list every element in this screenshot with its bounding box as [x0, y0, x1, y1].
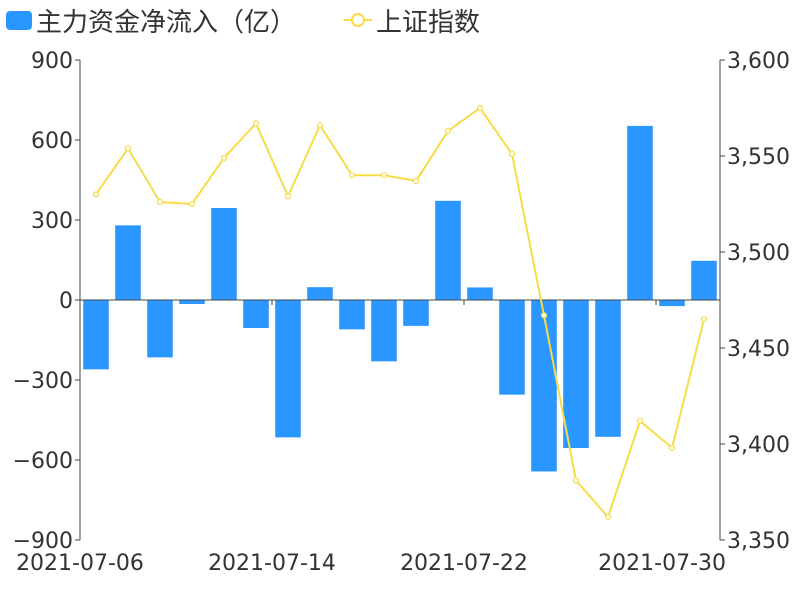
right-tick-label: 3,350 — [727, 529, 790, 554]
left-tick-label: 0 — [59, 289, 73, 314]
bar — [563, 300, 589, 448]
index-point — [476, 104, 484, 112]
index-point — [636, 417, 644, 425]
index-point — [380, 172, 388, 179]
index-point — [252, 120, 260, 127]
bar — [403, 300, 429, 326]
index-point — [668, 444, 676, 451]
x-tick-label: 2021-07-22 — [400, 551, 528, 576]
right-tick-label: 3,600 — [727, 49, 790, 74]
legend-line-marker — [351, 13, 365, 27]
index-point — [604, 513, 612, 521]
legend: 主力资金净流入（亿） 上证指数 — [6, 8, 480, 38]
bar — [499, 300, 525, 395]
index-point — [444, 127, 452, 135]
index-point — [700, 316, 708, 323]
bar — [595, 300, 621, 437]
bar — [179, 300, 205, 304]
index-point — [348, 172, 356, 179]
bar — [371, 300, 397, 362]
bar — [147, 300, 173, 358]
bar — [211, 208, 237, 300]
bar — [243, 300, 269, 328]
bar — [691, 260, 717, 300]
legend-bar-label: 主力资金净流入（亿） — [36, 8, 296, 38]
index-point — [412, 177, 420, 185]
bar — [531, 300, 557, 472]
x-tick-label: 2021-07-30 — [598, 551, 726, 576]
index-point — [284, 193, 292, 200]
index-point — [188, 200, 196, 208]
right-tick-label: 3,500 — [727, 241, 790, 266]
legend-line-label: 上证指数 — [376, 8, 480, 38]
index-point — [220, 154, 228, 162]
bar — [435, 200, 461, 300]
plot-area: −900 −600 −300 0 300 600 900 3,350 3,400 3,450 3,5… — [13, 49, 790, 576]
bar — [339, 300, 365, 330]
index-point — [316, 122, 324, 129]
x-tick-label: 2021-07-14 — [208, 551, 336, 576]
index-point — [92, 191, 100, 198]
left-tick-label: −300 — [13, 369, 73, 394]
bar — [627, 125, 653, 301]
left-tick-label: 300 — [31, 209, 73, 234]
left-tick-label: 600 — [31, 129, 73, 154]
legend-item-bar[interactable]: 主力资金净流入（亿） — [6, 8, 296, 38]
left-tick-label: −900 — [13, 529, 73, 554]
left-tick-label: 900 — [31, 49, 73, 74]
right-tick-label: 3,550 — [727, 145, 790, 170]
bar — [659, 300, 685, 307]
left-tick-label: −600 — [13, 449, 73, 474]
legend-item-line[interactable]: 上证指数 — [344, 8, 480, 38]
bar — [275, 300, 301, 438]
bar — [115, 225, 141, 300]
right-tick-label: 3,400 — [727, 433, 790, 458]
right-tick-label: 3,450 — [727, 337, 790, 362]
index-point — [572, 477, 580, 484]
index-point — [156, 198, 164, 206]
x-tick-label: 2021-07-06 — [16, 551, 144, 576]
legend-bar-swatch — [6, 11, 32, 30]
bar — [83, 300, 109, 370]
index-point — [124, 145, 132, 152]
index-point — [540, 312, 548, 319]
bar — [307, 287, 333, 300]
index-point — [508, 150, 516, 158]
bar — [467, 287, 493, 300]
index-line — [95, 106, 705, 519]
